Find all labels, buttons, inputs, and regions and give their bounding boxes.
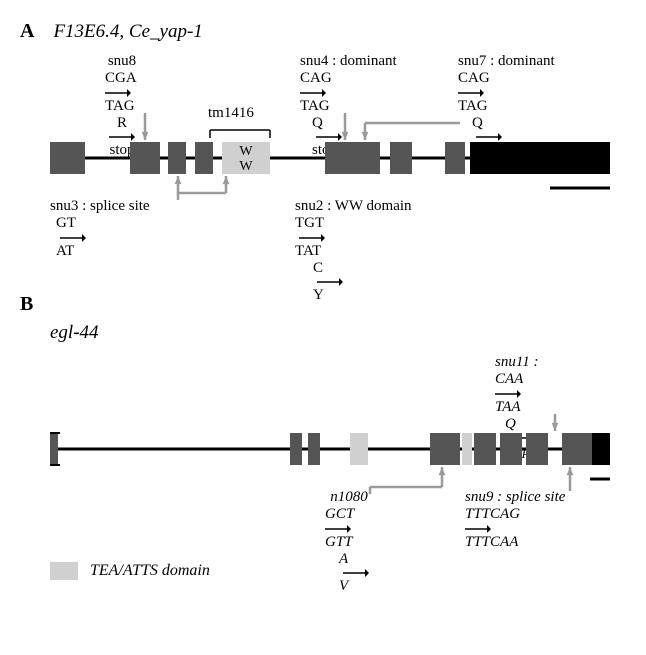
legend-swatch bbox=[50, 562, 78, 580]
panel-a: A F13E6.4, Ce_yap-1 snu8 CGA TAG R stop … bbox=[20, 20, 626, 283]
annot-n1080: n1080 GCT GTT A V bbox=[325, 489, 373, 595]
panel-b: B egl-44 snu11 : CAA TAA Q stop n1080 GC… bbox=[20, 293, 626, 580]
svg-text:W: W bbox=[239, 159, 253, 174]
annot-snu2: snu2 : WW domain TGT TAT C Y bbox=[295, 198, 412, 304]
gene-b-diagram: snu11 : CAA TAA Q stop n1080 GCT GTT bbox=[50, 354, 626, 554]
panel-a-label: A bbox=[20, 20, 34, 43]
gene-a-diagram: snu8 CGA TAG R stop snu4 : dominant CAG … bbox=[50, 53, 626, 283]
panel-b-label: B bbox=[20, 293, 33, 316]
svg-text:W: W bbox=[239, 144, 253, 159]
annot-snu3: snu3 : splice site GT AT bbox=[50, 198, 150, 260]
panel-a-title: F13E6.4, Ce_yap-1 bbox=[53, 21, 202, 43]
annot-snu9: snu9 : splice site TTTCAG TTTCAA bbox=[465, 489, 565, 551]
legend-text: TEA/ATTS domain bbox=[90, 562, 210, 580]
panel-b-title: egl-44 bbox=[50, 322, 99, 344]
